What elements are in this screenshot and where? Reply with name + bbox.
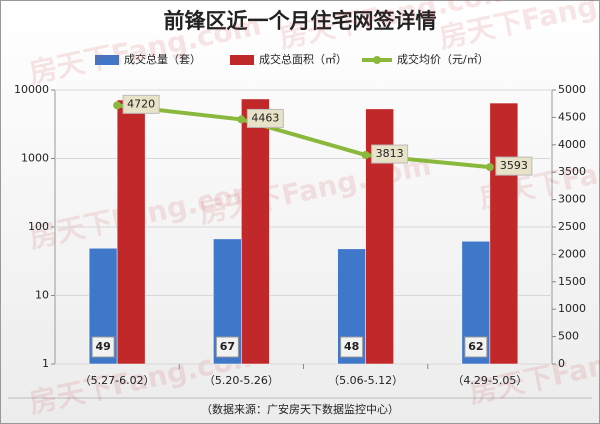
y-tick-label: 1 — [42, 357, 49, 370]
data-label-box — [122, 94, 160, 114]
y2-tick-label: 4500 — [558, 110, 586, 123]
legend-swatch — [230, 55, 254, 65]
data-label-box — [464, 336, 488, 358]
data-label: 48 — [344, 340, 359, 353]
y-tick-label: 10 — [35, 289, 49, 302]
y2-tick-label: 1000 — [558, 302, 586, 315]
y-tick-label: 100 — [28, 220, 49, 233]
data-label-box — [91, 336, 115, 358]
chart-title: 前锋区近一个月住宅网签详情 — [164, 9, 437, 33]
y2-tick-label: 2500 — [558, 220, 586, 233]
data-label: 3593 — [500, 159, 528, 172]
line — [116, 103, 491, 170]
x-tick-label: （5.06-5.12） — [328, 374, 403, 387]
data-label-box — [246, 108, 284, 128]
line-point — [361, 151, 370, 160]
x-tick-label: （4.29-5.05） — [452, 374, 527, 387]
legend-label: 成交总量（套） — [124, 52, 201, 66]
y2-tick-label: 3000 — [558, 193, 586, 206]
y2-tick-label: 1500 — [558, 275, 586, 288]
y-tick-label: 10000 — [14, 83, 49, 96]
y2-tick-label: 500 — [558, 330, 579, 343]
bar — [116, 99, 146, 365]
x-tick-label: （5.20-5.26） — [204, 374, 279, 387]
legend-label: 成交均价（元/㎡） — [397, 52, 489, 66]
y2-tick-label: 3500 — [558, 165, 586, 178]
y2-tick-label: 0 — [558, 357, 565, 370]
data-label-box — [215, 336, 239, 358]
data-label: 4463 — [251, 111, 279, 124]
data-label: 62 — [468, 340, 483, 353]
legend-swatch — [95, 55, 119, 65]
y2-tick-label: 2000 — [558, 247, 586, 260]
data-label-box — [495, 156, 533, 176]
y2-tick-label: 4000 — [558, 138, 586, 151]
legend-label: 成交总面积（㎡） — [259, 52, 347, 66]
data-label: 49 — [95, 340, 110, 353]
source-note: （数据来源：广安房天下数据监控中心） — [201, 402, 399, 416]
data-label: 3813 — [376, 147, 404, 160]
legend-swatch — [373, 56, 381, 64]
data-label: 4720 — [127, 97, 155, 110]
line-point — [237, 115, 246, 124]
line-point — [485, 163, 494, 172]
bar — [241, 98, 270, 365]
data-label: 67 — [220, 340, 235, 353]
y-tick-label: 1000 — [21, 152, 49, 165]
data-label-box — [371, 144, 409, 164]
x-tick-label: （5.27-6.02） — [80, 374, 155, 387]
data-label-box — [340, 336, 364, 358]
bar — [489, 102, 519, 365]
y2-tick-label: 5000 — [558, 83, 586, 96]
line-point — [113, 101, 122, 110]
